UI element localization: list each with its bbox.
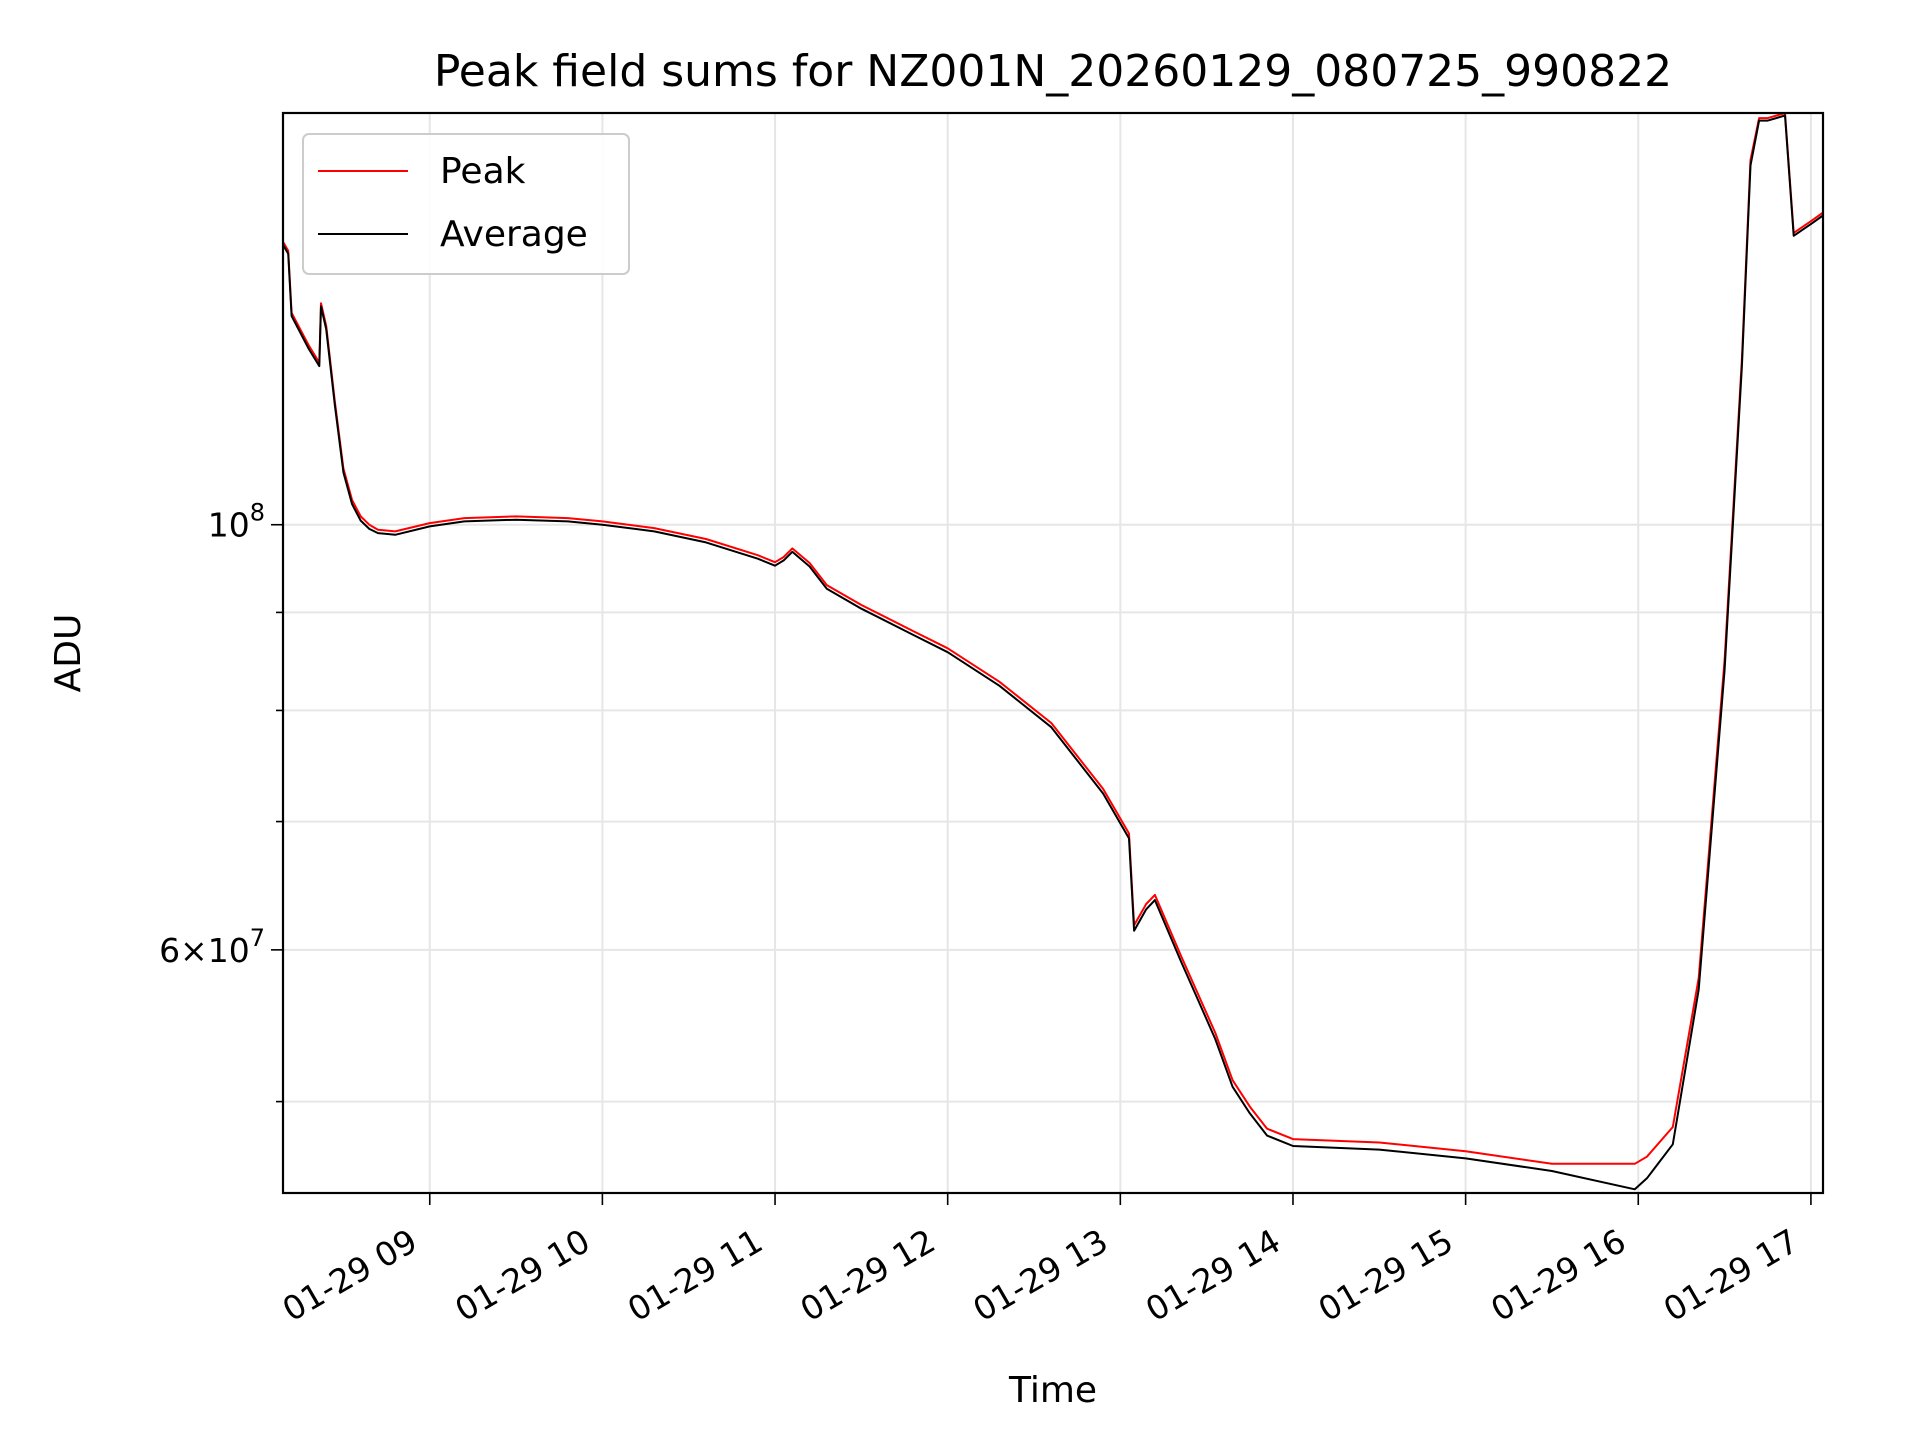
plot-area-frame	[281, 111, 1825, 1195]
series-line-average	[283, 114, 1823, 1191]
plot-series	[283, 113, 1823, 1191]
legend-label-peak: Peak	[440, 151, 526, 192]
grid-lines	[283, 113, 1823, 1193]
y-axis-ticks: 108 6×107	[159, 499, 283, 1103]
legend: Peak Average	[302, 133, 630, 275]
y-tick-label: 6×107	[159, 924, 265, 970]
x-axis-label: Time	[1008, 1370, 1097, 1411]
legend-label-average: Average	[440, 214, 588, 255]
chart-title: Peak field sums for NZ001N_20260129_0807…	[434, 46, 1672, 97]
y-tick-label: 108	[208, 499, 265, 545]
legend-box	[302, 133, 630, 275]
series-line-peak	[283, 113, 1823, 1165]
y-axis-label: ADU	[48, 614, 89, 693]
